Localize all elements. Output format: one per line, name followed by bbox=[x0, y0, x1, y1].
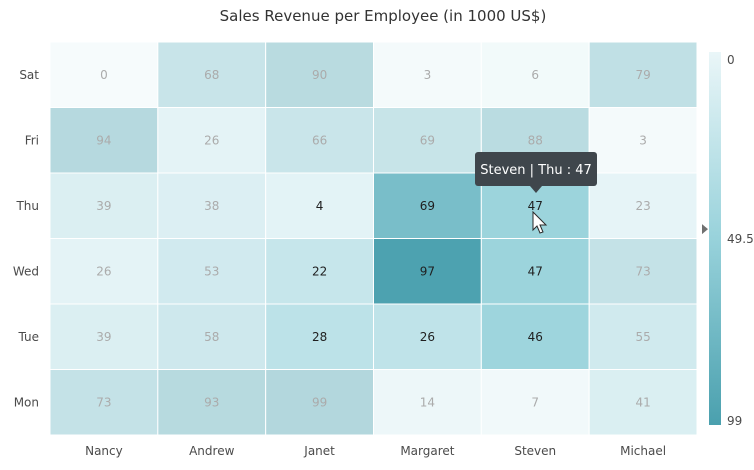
cell-value-label: 7 bbox=[531, 395, 539, 409]
legend-gradient-bar bbox=[709, 52, 721, 425]
x-axis-labels: Nancy Andrew Janet Margaret Steven Michael bbox=[85, 444, 666, 458]
heatmap-cell-janet-sat[interactable] bbox=[265, 41, 375, 108]
heatmap-cell-steven-mon[interactable] bbox=[480, 369, 590, 436]
heatmap-cell-steven-sat[interactable] bbox=[480, 41, 590, 108]
cell-value-label: 22 bbox=[312, 264, 327, 278]
cell-value-label: 3 bbox=[424, 68, 432, 82]
cell-value-label: 73 bbox=[96, 395, 111, 409]
cell-value-label: 69 bbox=[420, 133, 435, 147]
mouse-cursor-icon bbox=[532, 210, 548, 234]
x-tick-label: Andrew bbox=[189, 444, 234, 458]
tooltip-arrow bbox=[530, 186, 542, 193]
x-tick-label: Nancy bbox=[85, 444, 123, 458]
y-tick-label: Wed bbox=[13, 264, 39, 278]
tooltip-text: Steven | Thu : 47 bbox=[480, 163, 592, 178]
heatmap-cell-nancy-sat[interactable] bbox=[49, 41, 159, 108]
heatmap-cell-margaret-thu[interactable] bbox=[373, 172, 482, 239]
cell-value-label: 69 bbox=[420, 199, 435, 213]
heatmap-cell-michael-fri[interactable] bbox=[588, 107, 698, 174]
cell-value-label: 41 bbox=[635, 395, 650, 409]
heatmap-cell-michael-thu[interactable] bbox=[588, 172, 698, 239]
cell-value-label: 88 bbox=[528, 133, 543, 147]
tooltip-box bbox=[475, 152, 597, 186]
heatmap-cell-nancy-wed[interactable] bbox=[49, 238, 159, 305]
y-tick-label: Thu bbox=[15, 199, 39, 213]
cell-value-label: 28 bbox=[312, 330, 327, 344]
heatmap-cell-nancy-mon[interactable] bbox=[49, 369, 159, 436]
heatmap-cell-nancy-thu[interactable] bbox=[49, 172, 159, 239]
cell-value-label: 14 bbox=[420, 395, 435, 409]
heatmap-cell-michael-sat[interactable] bbox=[588, 41, 698, 108]
heatmap-cell-michael-tue[interactable] bbox=[588, 303, 698, 370]
heatmap-cell-michael-mon[interactable] bbox=[588, 369, 698, 436]
cell-value-label: 3 bbox=[639, 133, 647, 147]
cell-value-label: 47 bbox=[528, 199, 543, 213]
heatmap-cell-janet-wed[interactable] bbox=[265, 238, 375, 305]
y-tick-label: Tue bbox=[18, 330, 40, 344]
heatmap-cell-andrew-fri[interactable] bbox=[157, 107, 267, 174]
y-tick-label: Fri bbox=[25, 133, 39, 147]
cell-value-label: 26 bbox=[420, 330, 435, 344]
cell-value-label: 26 bbox=[96, 264, 111, 278]
heatmap-cell-margaret-sat[interactable] bbox=[373, 41, 482, 108]
heatmap-cell-andrew-sat[interactable] bbox=[157, 41, 267, 108]
cell-value-label: 39 bbox=[96, 199, 111, 213]
x-tick-label: Janet bbox=[303, 444, 335, 458]
cell-value-label: 90 bbox=[312, 68, 327, 82]
y-axis-labels: Sat Fri Thu Wed Tue Mon bbox=[13, 68, 39, 410]
cell-value-label: 4 bbox=[316, 199, 324, 213]
heatmap-cell-margaret-tue[interactable] bbox=[373, 303, 482, 370]
cell-value-label: 68 bbox=[204, 68, 219, 82]
cell-value-label: 97 bbox=[420, 264, 435, 278]
heatmap-cell-steven-wed[interactable] bbox=[480, 238, 590, 305]
x-tick-label: Michael bbox=[620, 444, 666, 458]
legend-pointer-icon bbox=[702, 224, 708, 235]
heatmap-cell-margaret-mon[interactable] bbox=[373, 369, 482, 436]
color-legend: 0 49.5 99 bbox=[702, 52, 754, 428]
cell-value-label: 55 bbox=[635, 330, 650, 344]
cell-value-label: 93 bbox=[204, 395, 219, 409]
cell-value-label: 26 bbox=[204, 133, 219, 147]
heatmap-cell-margaret-fri[interactable] bbox=[373, 107, 482, 174]
heatmap-cell-margaret-wed[interactable] bbox=[373, 238, 482, 305]
y-tick-label: Mon bbox=[14, 395, 39, 409]
heatmap-cell-andrew-wed[interactable] bbox=[157, 238, 267, 305]
heatmap-cell-steven-tue[interactable] bbox=[480, 303, 590, 370]
cell-value-label: 0 bbox=[100, 68, 108, 82]
heatmap-cell-janet-tue[interactable] bbox=[265, 303, 375, 370]
cell-value-label: 23 bbox=[635, 199, 650, 213]
cell-value-label: 58 bbox=[204, 330, 219, 344]
cell-value-label: 39 bbox=[96, 330, 111, 344]
cell-value-label: 99 bbox=[312, 395, 327, 409]
cell-value-label: 38 bbox=[204, 199, 219, 213]
heatmap-cell-michael-wed[interactable] bbox=[588, 238, 698, 305]
cell-value-label: 47 bbox=[528, 264, 543, 278]
tooltip: Steven | Thu : 47 bbox=[475, 152, 597, 193]
cell-value-label: 79 bbox=[635, 68, 650, 82]
cell-value-label: 73 bbox=[635, 264, 650, 278]
legend-max-label: 99 bbox=[727, 414, 742, 428]
legend-mid-label: 49.5 bbox=[727, 232, 754, 246]
heatmap-cell-andrew-thu[interactable] bbox=[157, 172, 267, 239]
chart-title: Sales Revenue per Employee (in 1000 US$) bbox=[220, 7, 547, 25]
heatmap-cells: 0 68 90 3 6 79 94 26 66 69 88 3 39 38 4 69 47 23 26 53 22 97 4… bbox=[49, 41, 698, 436]
cell-value-label: 66 bbox=[312, 133, 327, 147]
cell-value-label: 53 bbox=[204, 264, 219, 278]
cell-value-label: 94 bbox=[96, 133, 111, 147]
x-tick-label: Margaret bbox=[400, 444, 454, 458]
y-tick-label: Sat bbox=[19, 68, 39, 82]
cell-value-label: 46 bbox=[528, 330, 543, 344]
cell-value-label: 6 bbox=[531, 68, 539, 82]
legend-min-label: 0 bbox=[727, 53, 735, 67]
x-tick-label: Steven bbox=[514, 444, 556, 458]
heatmap-cell-nancy-tue[interactable] bbox=[49, 303, 159, 370]
